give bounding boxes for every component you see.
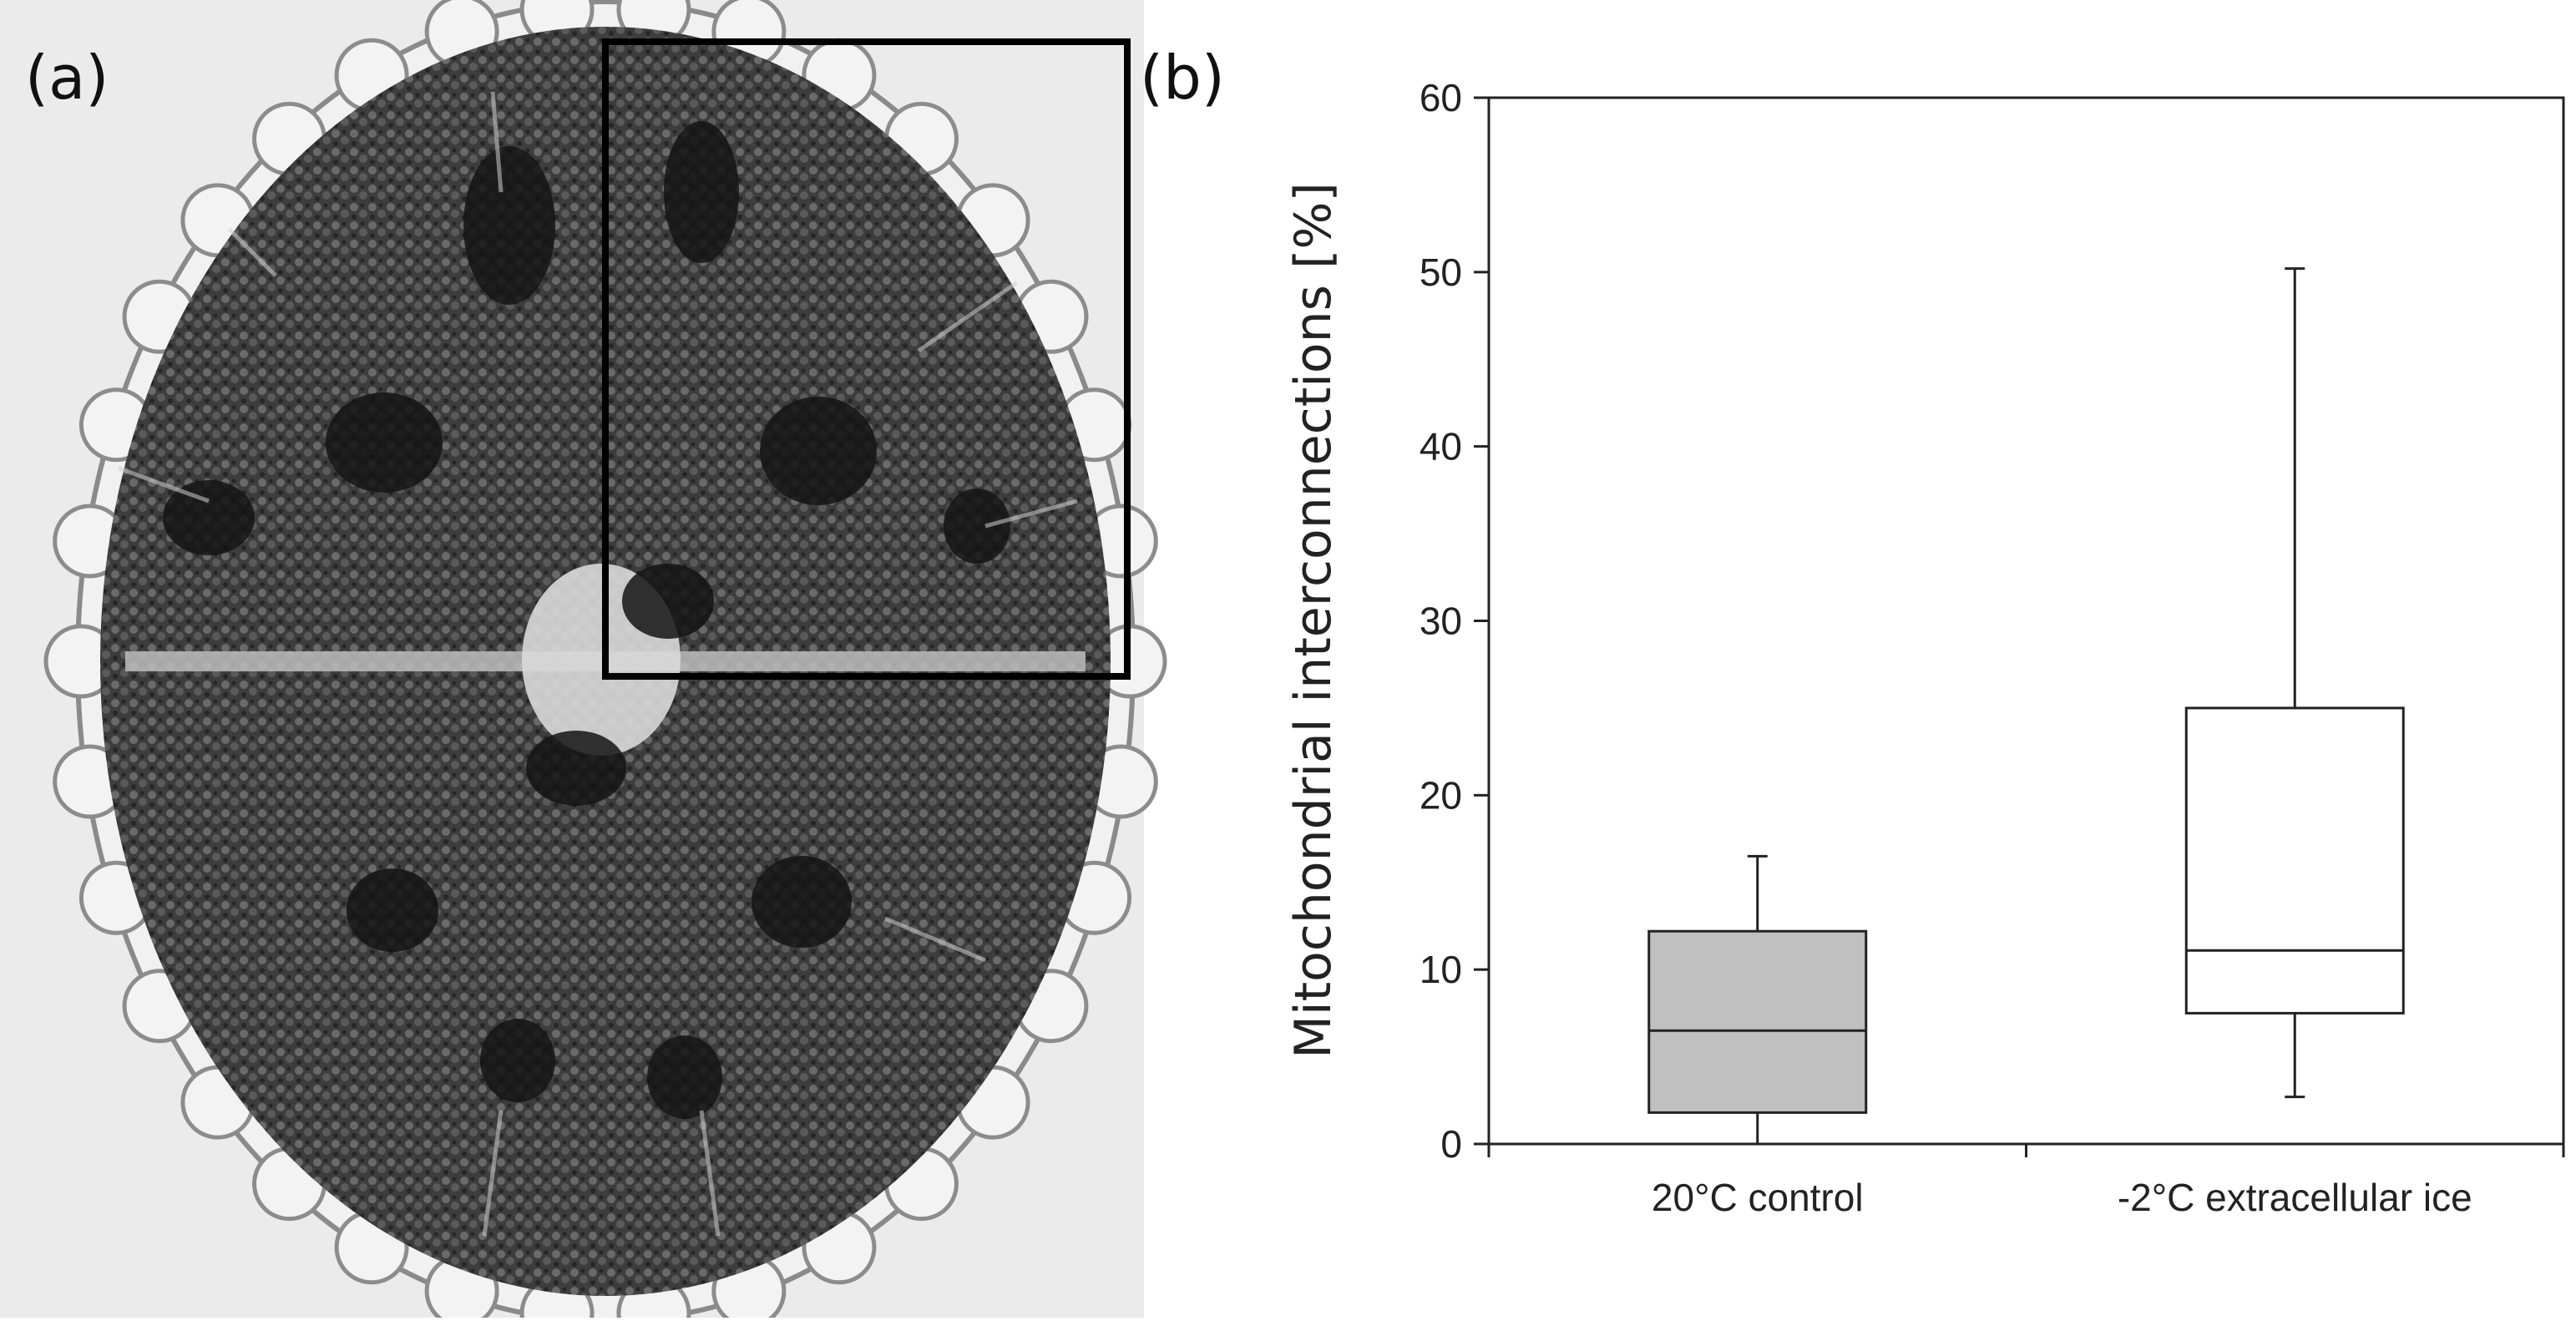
y-tick-label: 0: [1440, 1122, 1462, 1166]
box-2: [2184, 267, 2405, 1099]
micrograph-panel: (a): [0, 0, 1167, 1321]
y-axis-title: Mitochondrial interconnections [%]: [1284, 182, 1343, 1059]
y-tick-label: 50: [1420, 251, 1462, 294]
y-axis: 0 10 20 30 40 50 60: [1420, 76, 1489, 1166]
inset-box: [602, 38, 1131, 680]
chart-panel: (b) 0 10 20 30 40 50 60 20°C control -2°C extra…: [1140, 43, 2565, 1219]
panel-b-label: (b): [1140, 43, 1225, 113]
x-category-label: 20°C control: [1652, 1176, 1864, 1219]
x-axis: 20°C control -2°C extracellular ice: [1487, 1144, 2565, 1219]
cell-interior: [116, 91, 1086, 1237]
y-tick-label: 30: [1420, 600, 1462, 643]
iqr-box: [2184, 706, 2405, 1015]
x-category-label: -2°C extracellular ice: [2118, 1176, 2472, 1219]
boxes: [1647, 267, 2405, 1146]
box-1: [1647, 854, 1868, 1146]
panel-a-label: (a): [25, 43, 109, 113]
iqr-box: [1647, 929, 1868, 1114]
y-tick-label: 60: [1420, 76, 1462, 119]
y-tick-label: 20: [1420, 773, 1462, 817]
y-tick-label: 40: [1420, 425, 1462, 468]
y-tick-label: 10: [1420, 948, 1462, 991]
chloroplast-folds: [163, 121, 1010, 1119]
